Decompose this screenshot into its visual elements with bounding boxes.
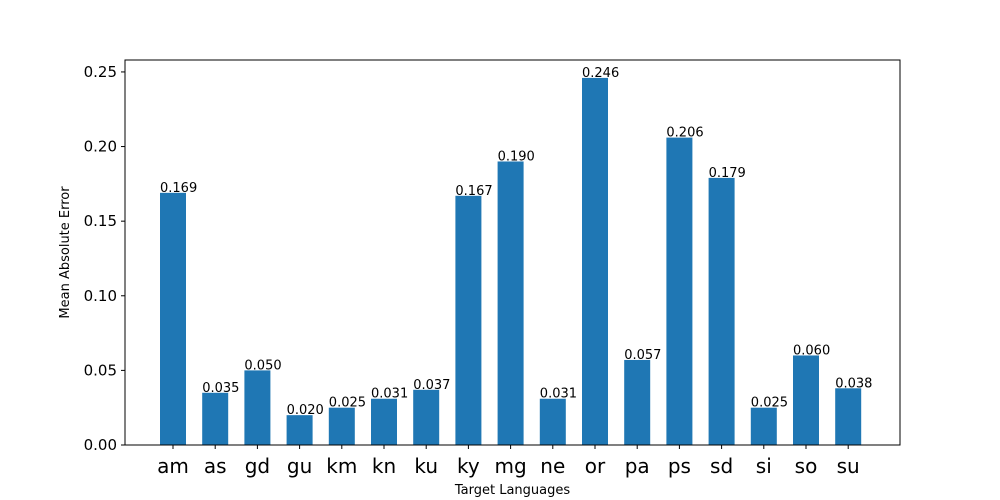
bar-ku	[413, 389, 440, 445]
x-tick-label-ku: ku	[414, 454, 438, 478]
x-tick-label-su: su	[837, 454, 860, 478]
y-axis: 0.00 0.05 0.10 0.15 0.20 0.25	[84, 63, 125, 454]
x-tick-label-ky: ky	[457, 454, 480, 478]
bars-group	[160, 77, 862, 445]
data-label-km: 0.025	[329, 396, 366, 411]
data-label-si: 0.025	[751, 396, 788, 411]
bar-pa	[624, 359, 651, 445]
bar-si	[750, 407, 777, 445]
bar-gd	[244, 370, 271, 445]
bar-am	[160, 192, 186, 445]
bar-ne	[539, 398, 566, 445]
x-tick-label-gd: gd	[245, 454, 270, 478]
data-label-su: 0.038	[835, 376, 872, 391]
bar-gu	[286, 415, 313, 445]
x-tick-label-so: so	[795, 454, 818, 478]
data-label-mg: 0.190	[498, 149, 535, 164]
data-label-so: 0.060	[793, 343, 830, 358]
x-tick-label-si: si	[756, 454, 772, 478]
data-label-ku: 0.037	[413, 378, 450, 393]
x-tick-label-or: or	[585, 454, 606, 478]
bar-kn	[371, 398, 397, 445]
bar-so	[793, 355, 819, 445]
data-label-ky: 0.167	[455, 184, 492, 199]
x-tick-label-mg: mg	[495, 454, 527, 478]
data-label-as: 0.035	[202, 381, 239, 396]
data-labels-group: 0.169 0.035 0.050 0.020 0.025 0.031 0.037 0.167…	[160, 66, 872, 418]
x-axis: am as gd gu km kn ku ky mg ne or pa ps sd si so su	[157, 445, 860, 478]
x-tick-label-sd: sd	[710, 454, 733, 478]
y-tick-label: 0.00	[84, 436, 117, 454]
x-tick-label-ne: ne	[540, 454, 565, 478]
bar-or	[582, 77, 608, 445]
bar-ps	[666, 137, 693, 445]
y-axis-label: Mean Absolute Error	[58, 186, 73, 319]
x-tick-label-gu: gu	[287, 454, 312, 478]
bar-su	[835, 388, 862, 445]
bar-sd	[708, 177, 735, 445]
y-tick-label: 0.05	[84, 361, 117, 379]
bar-as	[202, 392, 229, 445]
bar-km	[328, 407, 355, 445]
y-tick-label: 0.10	[84, 287, 117, 305]
x-axis-label: Target Languages	[454, 483, 571, 498]
x-tick-label-ps: ps	[668, 454, 691, 478]
x-tick-label-as: as	[204, 454, 227, 478]
bar-mg	[497, 161, 524, 445]
x-tick-label-km: km	[326, 454, 357, 478]
bar-ky	[455, 195, 482, 445]
y-tick-label: 0.25	[84, 63, 117, 81]
data-label-or: 0.246	[582, 66, 619, 81]
data-label-pa: 0.057	[624, 348, 661, 363]
data-label-sd: 0.179	[709, 166, 746, 181]
data-label-kn: 0.031	[371, 387, 408, 402]
x-tick-label-pa: pa	[625, 454, 650, 478]
data-label-ps: 0.206	[666, 126, 703, 141]
x-tick-label-am: am	[157, 454, 189, 478]
data-label-am: 0.169	[160, 181, 197, 196]
data-label-gd: 0.050	[244, 358, 281, 373]
plot-frame	[124, 59, 901, 446]
data-label-gu: 0.020	[287, 403, 324, 418]
x-tick-label-kn: kn	[372, 454, 396, 478]
data-label-ne: 0.031	[540, 387, 577, 402]
y-tick-label: 0.15	[84, 212, 117, 230]
y-tick-label: 0.20	[84, 138, 117, 156]
